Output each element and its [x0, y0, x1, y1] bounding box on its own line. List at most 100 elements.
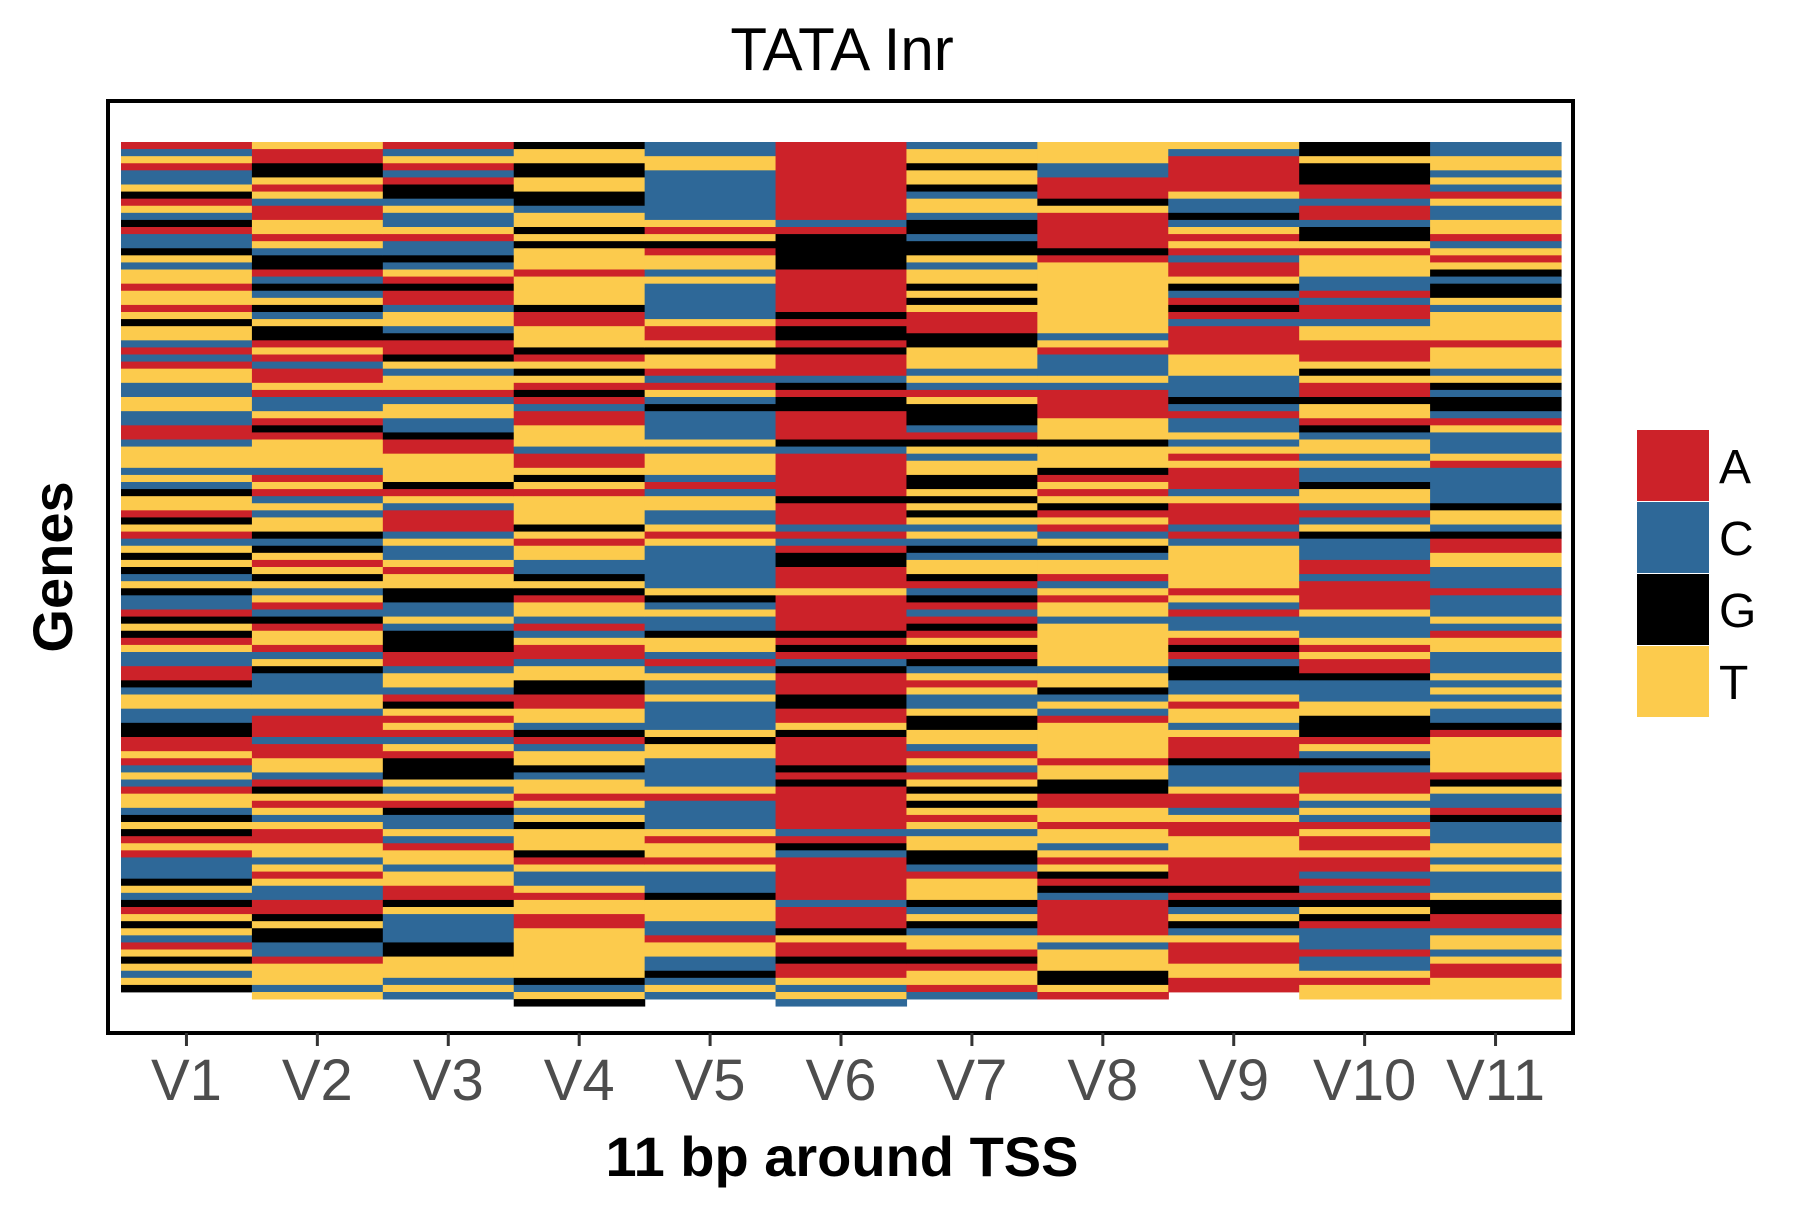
heatmap-cell-V9-A: [1168, 503, 1300, 525]
heatmap-cell-V9-G: [1168, 885, 1300, 894]
heatmap-cell-V2-T: [251, 241, 384, 249]
heatmap-cell-V8-C: [1037, 942, 1169, 950]
heatmap-cell-V10-G: [1299, 531, 1431, 540]
heatmap-cell-V5-G: [644, 595, 777, 603]
heatmap-cell-V3-A: [382, 652, 515, 667]
heatmap-cell-V8-T: [1037, 701, 1169, 710]
heatmap-cell-V4-C: [513, 772, 646, 780]
heatmap-cell-V10-G: [1299, 163, 1431, 185]
heatmap-cell-V9-A: [1168, 531, 1300, 540]
heatmap-cell-V5-G: [644, 892, 777, 901]
heatmap-cell-V2-C: [251, 538, 384, 547]
heatmap-cell-V1-A: [121, 283, 253, 292]
heatmap-cell-V10-T: [1299, 404, 1431, 419]
heatmap-cell-V10-C: [1299, 432, 1431, 440]
heatmap-cell-V10-T: [1299, 609, 1431, 617]
heatmap-cell-V4-G: [513, 474, 646, 483]
heatmap-cell-V2-T: [251, 843, 384, 858]
heatmap-cell-V8-A: [1037, 595, 1169, 603]
heatmap-cell-V3-C: [382, 666, 515, 674]
heatmap-cell-V7-A: [906, 751, 1038, 759]
heatmap-cell-V10-C: [1299, 453, 1431, 462]
heatmap-cell-V10-A: [1299, 857, 1431, 872]
heatmap-cell-V1-T: [121, 963, 253, 972]
heatmap-cell-V1-G: [121, 630, 253, 639]
heatmap-cell-V6-C: [775, 446, 908, 455]
heatmap-cell-V1-T: [121, 928, 253, 936]
heatmap-cell-V9-A: [1168, 588, 1300, 596]
heatmap-cell-V1-C: [121, 170, 253, 185]
heatmap-cell-V2-T: [251, 191, 384, 200]
heatmap-cell-V9-C: [1168, 290, 1300, 299]
heatmap-cell-V7-C: [906, 907, 1038, 915]
heatmap-cell-V2-C: [251, 588, 384, 596]
heatmap-cell-V3-C: [382, 814, 515, 830]
heatmap-cell-V11-T: [1430, 687, 1562, 695]
heatmap-cell-V10-T: [1299, 326, 1431, 341]
heatmap-cell-V2-C: [251, 772, 384, 780]
heatmap-cell-V8-T: [1037, 340, 1169, 348]
heatmap-cell-V9-T: [1168, 935, 1300, 943]
heatmap-cell-V6-C: [775, 375, 908, 384]
heatmap-cell-V9-G: [1168, 666, 1300, 681]
heatmap-cell-V10-C: [1299, 319, 1431, 327]
heatmap-cell-V2-C: [251, 510, 384, 518]
heatmap-cell-V5-T: [644, 609, 777, 617]
heatmap-cell-V2-C: [251, 290, 384, 299]
heatmap-cell-V11-G: [1430, 779, 1562, 787]
heatmap-cell-V7-C: [906, 552, 1038, 561]
heatmap-cell-V6-A: [775, 545, 908, 554]
heatmap-cell-V10-A: [1299, 878, 1431, 887]
heatmap-cell-V7-A: [906, 602, 1038, 610]
heatmap-cell-V1-T: [121, 885, 253, 894]
x-tick-label-V3: V3: [413, 1048, 484, 1113]
heatmap-cell-V4-G: [513, 347, 646, 355]
heatmap-cell-V8-G: [1037, 687, 1169, 695]
heatmap-cell-V2-T: [251, 581, 384, 589]
heatmap-cell-V2-T: [251, 411, 384, 419]
heatmap-cell-V2-G: [251, 255, 384, 270]
heatmap-cell-V6-C: [775, 524, 908, 532]
heatmap-cell-V4-C: [513, 722, 646, 731]
heatmap-cell-V5-C: [644, 616, 777, 632]
heatmap-cell-V8-A: [1037, 793, 1169, 809]
heatmap-cell-V1-C: [121, 574, 253, 582]
heatmap-cell-V1-A: [121, 198, 253, 207]
heatmap-cell-V10-A: [1299, 892, 1431, 901]
heatmap-cell-V11-C: [1430, 949, 1562, 957]
heatmap-cell-V1-T: [121, 269, 253, 285]
heatmap-cell-V10-A: [1299, 977, 1431, 986]
heatmap-cell-V6-G: [775, 928, 908, 936]
heatmap-cell-V8-A: [1037, 992, 1169, 1000]
heatmap-cell-V3-C: [382, 737, 515, 745]
heatmap-cell-V5-C: [644, 871, 777, 894]
heatmap-cell-V8-T: [1037, 984, 1169, 993]
heatmap-cell-V8-T: [1037, 446, 1169, 469]
heatmap-cell-V1-T: [121, 914, 253, 922]
legend-label-G: G: [1719, 585, 1756, 638]
heatmap-cell-V3-T: [382, 984, 515, 993]
heatmap-cell-V2-T: [251, 382, 384, 391]
heatmap-cell-V4-T: [513, 637, 646, 646]
heatmap-cell-V11-G: [1430, 814, 1562, 823]
heatmap-cell-V9-T: [1168, 836, 1300, 858]
heatmap-cell-V4-T: [513, 800, 646, 809]
heatmap-cell-V10-T: [1299, 850, 1431, 858]
heatmap-cell-V11-T: [1430, 177, 1562, 185]
heatmap-cell-V9-T: [1168, 786, 1300, 795]
heatmap-cell-V8-T: [1037, 850, 1169, 858]
heatmap-cell-V6-A: [775, 453, 908, 497]
heatmap-cell-V10-C: [1299, 276, 1431, 292]
heatmap-cell-V11-G: [1430, 722, 1562, 731]
heatmap-cell-V7-T: [906, 290, 1038, 299]
heatmap-cell-V2-A: [251, 602, 384, 610]
heatmap-cell-V2-C: [251, 198, 384, 207]
heatmap-cell-V7-G: [906, 786, 1038, 795]
heatmap-cell-V5-T: [644, 439, 777, 447]
heatmap-cells: [121, 142, 1562, 1007]
heatmap-cell-V3-T: [382, 779, 515, 787]
heatmap-cell-V1-T: [121, 496, 253, 511]
heatmap-cell-V6-C: [775, 984, 908, 993]
heatmap-cell-V1-T: [121, 326, 253, 341]
heatmap-cell-V5-C: [644, 474, 777, 483]
